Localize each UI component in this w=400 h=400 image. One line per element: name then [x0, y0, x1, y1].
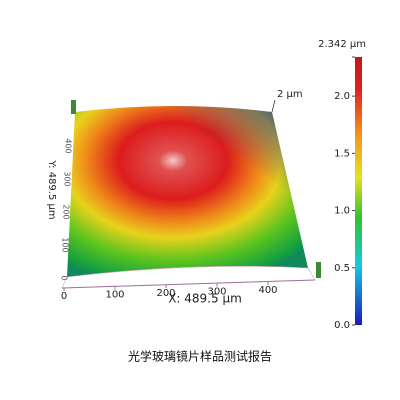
- y-tick-label: 0: [60, 275, 69, 280]
- x-tick-label: 100: [105, 290, 124, 301]
- x-tick-label: 300: [207, 287, 226, 298]
- z-pointer: [271, 99, 276, 113]
- x-tick-label: 200: [156, 288, 175, 299]
- x-axis-label: X: 489.5 µm: [168, 292, 242, 306]
- colorbar-max-label: 2.342 µm: [318, 39, 366, 50]
- base-mesh: [61, 266, 316, 289]
- colorbar-tick-label: 1.5: [334, 148, 350, 159]
- caption: 光学玻璃镜片样品测试报告: [128, 349, 272, 364]
- x-tick-label: 0: [61, 291, 67, 302]
- colorbar-tick-label: 0.0: [334, 320, 350, 331]
- x-ticks: 0 100 200 300 400: [61, 282, 278, 302]
- y-axis-label: Y: 489.5 µm: [46, 159, 57, 219]
- y-tick-label: 100: [61, 237, 70, 252]
- y-tick-label: 200: [62, 204, 71, 219]
- colorbar: [355, 57, 362, 325]
- x-axis-line: [61, 279, 316, 289]
- colorbar-tick-label: 2.0: [334, 91, 350, 102]
- colorbar-tick-label: 1.0: [334, 206, 350, 217]
- x-tick-label: 400: [258, 285, 277, 296]
- y-ticks: 0 100 200 300 400: [60, 138, 73, 280]
- colorbar-ticks: 2.342 µm 2.0 1.5 1.0 0.5 0.0: [318, 39, 366, 331]
- surface-plot: 2 µm X: 489.5 µm Y: 489.5 µm: [46, 89, 321, 306]
- z-label: 2 µm: [277, 89, 303, 100]
- post: [71, 100, 76, 114]
- colorbar-tick-label: 0.5: [334, 263, 350, 274]
- post: [316, 262, 321, 278]
- y-tick-label: 300: [63, 171, 72, 186]
- y-tick-label: 400: [64, 138, 73, 153]
- surface-corner: [67, 106, 308, 277]
